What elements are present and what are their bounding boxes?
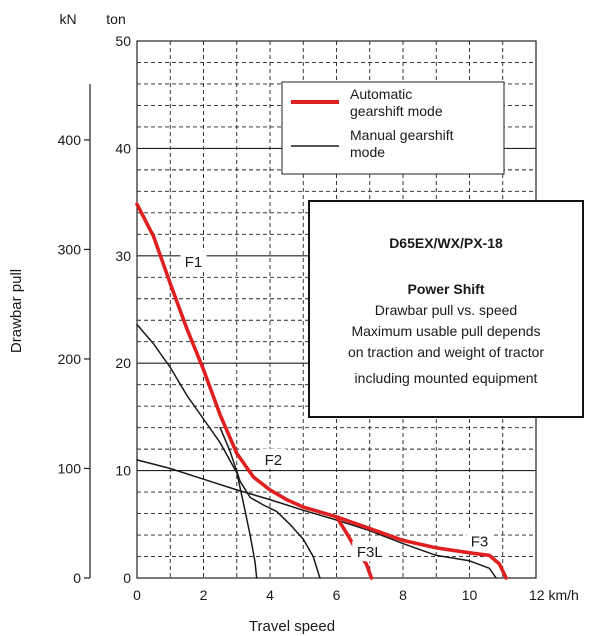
series-line-manual-f1 bbox=[136, 323, 258, 579]
y-unit-left: kN bbox=[59, 11, 76, 27]
x-tick-label: 4 bbox=[266, 587, 274, 603]
gear-label: F3 bbox=[471, 533, 489, 550]
series-line-manual-f3 bbox=[136, 459, 497, 579]
gear-label-bg bbox=[260, 448, 287, 469]
legend-label-manual-2: mode bbox=[350, 144, 385, 160]
model-title: D65EX/WX/PX-18 bbox=[389, 235, 503, 251]
gear-label-bg bbox=[180, 251, 207, 272]
info-line-1: Drawbar pull vs. speed bbox=[375, 302, 517, 318]
x-unit-label: 12 km/h bbox=[529, 587, 579, 603]
x-tick-label: 0 bbox=[133, 587, 141, 603]
kN-tick-label: 200 bbox=[58, 351, 82, 367]
series-line-manual-f2 bbox=[219, 426, 321, 579]
kN-tick-label: 0 bbox=[73, 570, 81, 586]
info-line-2: Maximum usable pull depends bbox=[351, 323, 540, 339]
gear-label: F2 bbox=[265, 452, 283, 469]
legend-label-auto-2: gearshift mode bbox=[350, 103, 443, 119]
x-tick-label: 10 bbox=[462, 587, 478, 603]
gear-label-bg bbox=[352, 541, 388, 562]
series bbox=[135, 202, 508, 580]
ton-tick-label: 0 bbox=[123, 570, 131, 586]
ton-tick-label: 30 bbox=[115, 248, 131, 264]
kN-tick-label: 100 bbox=[58, 460, 82, 476]
legend-label-manual-1: Manual gearshift bbox=[350, 127, 454, 143]
ton-tick-label: 20 bbox=[115, 355, 131, 371]
info-box-frame bbox=[308, 200, 584, 418]
gear-label: F3L bbox=[357, 544, 383, 561]
y-unit-right: ton bbox=[106, 11, 125, 27]
x-tick-label: 6 bbox=[333, 587, 341, 603]
gear-label-bg bbox=[466, 530, 493, 551]
info-box: D65EX/WX/PX-18 Power Shift Drawbar pull … bbox=[308, 200, 584, 418]
info-subtitle: Power Shift bbox=[407, 281, 484, 297]
x-tick-label: 8 bbox=[399, 587, 407, 603]
x-tick-label: 2 bbox=[200, 587, 208, 603]
x-axis-title: Travel speed bbox=[249, 618, 335, 635]
y-axis-title: Drawbar pull bbox=[8, 269, 25, 353]
info-line-3: on traction and weight of tractor bbox=[348, 344, 544, 360]
series-line-automatic-gearshift-mode bbox=[135, 202, 508, 580]
legend: Automatic gearshift mode Manual gearshif… bbox=[281, 81, 505, 175]
kN-tick-label: 400 bbox=[58, 132, 82, 148]
ton-tick-label: 10 bbox=[115, 463, 131, 479]
ton-tick-label: 40 bbox=[115, 140, 131, 156]
gear-label: F1 bbox=[185, 254, 203, 271]
info-line-4: including mounted equipment bbox=[355, 370, 538, 386]
legend-label-auto-1: Automatic bbox=[350, 86, 412, 102]
axes: 0 10 20 30 40 50 0 100 200 300 400 0 2 4 6 8 10 bbox=[58, 33, 478, 603]
kN-tick-label: 300 bbox=[58, 241, 82, 257]
ton-tick-label: 50 bbox=[115, 33, 131, 49]
gear-labels: F1 F2 F3L F3 bbox=[180, 251, 493, 562]
legend-box bbox=[281, 81, 505, 175]
